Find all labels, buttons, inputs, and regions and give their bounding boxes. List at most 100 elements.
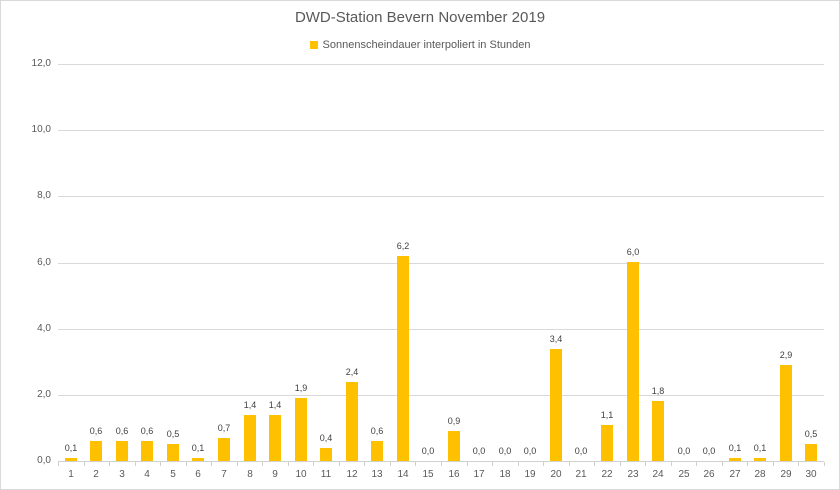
x-tick-label: 13 bbox=[371, 469, 383, 480]
axis-tick bbox=[824, 462, 825, 466]
x-tick-label: 18 bbox=[499, 469, 511, 480]
gridline bbox=[58, 395, 824, 396]
bar-value-label: 0,1 bbox=[64, 443, 78, 453]
axis-tick bbox=[186, 462, 187, 466]
x-tick-label: 8 bbox=[247, 469, 253, 480]
gridline bbox=[58, 130, 824, 131]
axis-tick bbox=[211, 462, 212, 466]
x-tick-label: 14 bbox=[397, 469, 409, 480]
axis-tick bbox=[339, 462, 340, 466]
bar-value-label: 0,6 bbox=[370, 426, 384, 436]
bar-value-label: 0,0 bbox=[523, 446, 537, 456]
axis-tick bbox=[620, 462, 621, 466]
bar-value-label: 0,7 bbox=[217, 423, 231, 433]
axis-tick bbox=[569, 462, 570, 466]
axis-tick bbox=[58, 462, 59, 466]
x-tick-label: 29 bbox=[780, 469, 792, 480]
bar-value-label: 0,5 bbox=[166, 429, 180, 439]
axis-tick bbox=[747, 462, 748, 466]
bar[interactable] bbox=[346, 382, 358, 461]
y-axis: 0,0 2,0 4,0 6,0 8,0 10,0 12,0 bbox=[1, 58, 51, 466]
axis-tick bbox=[543, 462, 544, 466]
plot-area: 0,1 0,6 0,6 0,6 0,5 0,1 0,7 1,4 1,4 1,9 0,4 2,4 0,6 6… bbox=[58, 64, 824, 462]
legend[interactable]: Sonnenscheindauer interpoliert in Stunde… bbox=[1, 39, 839, 51]
gridline bbox=[58, 329, 824, 330]
x-tick-label: 28 bbox=[754, 469, 766, 480]
bar[interactable] bbox=[780, 365, 792, 461]
axis-tick bbox=[773, 462, 774, 466]
bar[interactable] bbox=[550, 349, 562, 461]
x-tick-label: 3 bbox=[119, 469, 125, 480]
bar[interactable] bbox=[269, 415, 281, 461]
x-tick-label: 12 bbox=[346, 469, 358, 480]
bar[interactable] bbox=[601, 425, 613, 461]
axis-tick bbox=[467, 462, 468, 466]
bar-value-label: 1,9 bbox=[294, 383, 308, 393]
bar[interactable] bbox=[167, 444, 179, 461]
x-tick-label: 26 bbox=[703, 469, 715, 480]
x-tick-label: 27 bbox=[729, 469, 741, 480]
bar[interactable] bbox=[729, 458, 741, 461]
x-tick-label: 20 bbox=[550, 469, 562, 480]
bar[interactable] bbox=[295, 398, 307, 461]
bar[interactable] bbox=[371, 441, 383, 461]
bar-value-label: 0,6 bbox=[89, 426, 103, 436]
bar-value-label: 2,9 bbox=[779, 350, 793, 360]
bar-value-label: 1,8 bbox=[651, 386, 665, 396]
y-tick-label: 2,0 bbox=[37, 389, 51, 400]
axis-tick bbox=[109, 462, 110, 466]
bar-value-label: 1,4 bbox=[243, 400, 257, 410]
gridline bbox=[58, 263, 824, 264]
x-tick-label: 5 bbox=[170, 469, 176, 480]
axis-tick bbox=[671, 462, 672, 466]
x-tick-label: 1 bbox=[68, 469, 74, 480]
axis-tick bbox=[594, 462, 595, 466]
bar-value-label: 0,0 bbox=[421, 446, 435, 456]
x-tick-label: 10 bbox=[295, 469, 307, 480]
bar[interactable] bbox=[397, 256, 409, 461]
bar-value-label: 2,4 bbox=[345, 367, 359, 377]
axis-tick bbox=[798, 462, 799, 466]
axis-tick bbox=[160, 462, 161, 466]
bar-value-label: 0,6 bbox=[115, 426, 129, 436]
axis-tick bbox=[518, 462, 519, 466]
axis-tick bbox=[135, 462, 136, 466]
axis-tick bbox=[288, 462, 289, 466]
bar[interactable] bbox=[141, 441, 153, 461]
bar-value-label: 0,0 bbox=[702, 446, 716, 456]
y-tick-label: 10,0 bbox=[31, 124, 51, 135]
gridline bbox=[58, 196, 824, 197]
bar-value-label: 0,9 bbox=[447, 416, 461, 426]
bar-value-label: 0,0 bbox=[472, 446, 486, 456]
bar[interactable] bbox=[627, 262, 639, 461]
bar[interactable] bbox=[90, 441, 102, 461]
axis-tick bbox=[262, 462, 263, 466]
bar[interactable] bbox=[754, 458, 766, 461]
bar[interactable] bbox=[652, 401, 664, 461]
axis-tick bbox=[415, 462, 416, 466]
bar-value-label: 1,1 bbox=[600, 410, 614, 420]
y-tick-label: 8,0 bbox=[37, 190, 51, 201]
bar[interactable] bbox=[320, 448, 332, 461]
bar-value-label: 0,0 bbox=[498, 446, 512, 456]
bar-value-label: 0,0 bbox=[574, 446, 588, 456]
axis-tick bbox=[390, 462, 391, 466]
bar-value-label: 0,4 bbox=[319, 433, 333, 443]
bar[interactable] bbox=[65, 458, 77, 461]
x-tick-label: 7 bbox=[221, 469, 227, 480]
x-axis: 1 2 3 4 5 6 7 8 9 10 11 12 13 14 15 16 17 18 19 20 21 22 23 24 2… bbox=[58, 462, 825, 486]
axis-tick bbox=[84, 462, 85, 466]
bar[interactable] bbox=[116, 441, 128, 461]
y-tick-label: 12,0 bbox=[31, 58, 51, 69]
axis-tick bbox=[645, 462, 646, 466]
y-tick-label: 0,0 bbox=[37, 455, 51, 466]
bar[interactable] bbox=[805, 444, 817, 461]
x-tick-label: 6 bbox=[195, 469, 201, 480]
bar[interactable] bbox=[218, 438, 230, 461]
bar-value-label: 0,1 bbox=[753, 443, 767, 453]
bar[interactable] bbox=[244, 415, 256, 461]
bar[interactable] bbox=[448, 431, 460, 461]
y-tick-label: 6,0 bbox=[37, 257, 51, 268]
bar[interactable] bbox=[192, 458, 204, 461]
